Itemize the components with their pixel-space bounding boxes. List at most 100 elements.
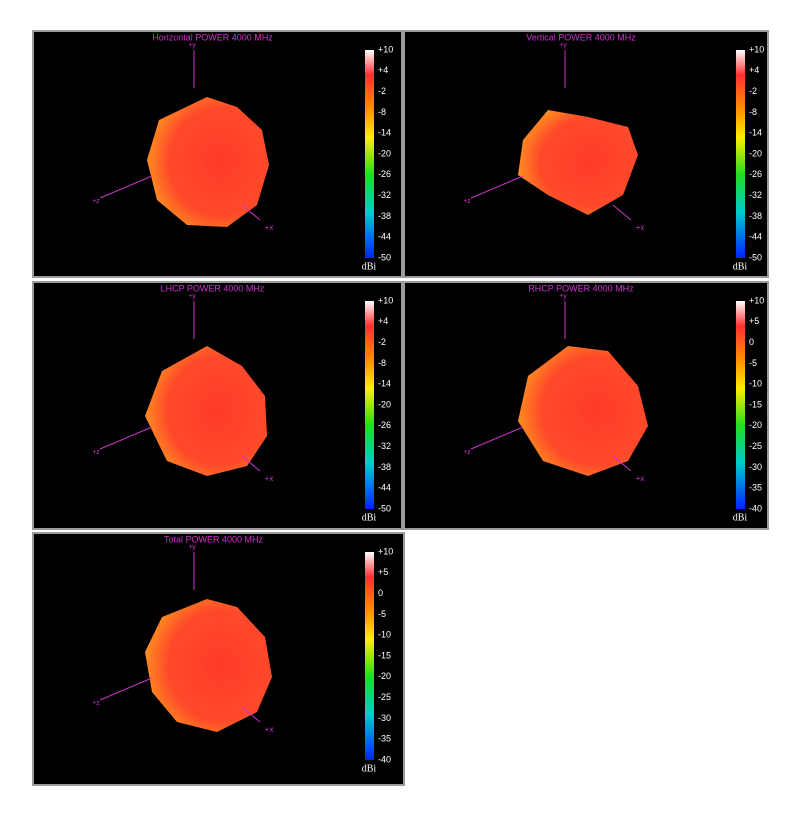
- colorbar-tick-label: +10: [749, 44, 764, 54]
- axis-z: [470, 426, 524, 450]
- colorbar-tick-label: -44: [378, 232, 391, 242]
- axis-label-x: +x: [265, 725, 274, 734]
- colorbar: [365, 301, 374, 509]
- pattern-surface: [518, 346, 648, 476]
- colorbar-tick-label: -10: [378, 630, 391, 640]
- panel-title: Total POWER 4000 MHz: [164, 534, 264, 544]
- axis-z: [470, 175, 524, 199]
- colorbar-tick-label: 0: [749, 337, 754, 347]
- colorbar-tick-label: +10: [378, 546, 393, 556]
- colorbar-tick-label: -32: [749, 190, 762, 200]
- colorbar-tick-label: -30: [378, 713, 391, 723]
- axis-x: [241, 706, 261, 723]
- colorbar-tick-label: +10: [749, 295, 764, 305]
- colorbar-tick-label: -44: [749, 232, 762, 242]
- colorbar-unit: dBi: [362, 261, 377, 272]
- colorbar: [736, 50, 745, 258]
- axis-label-y: +y: [188, 293, 196, 300]
- panel-title: Horizontal POWER 4000 MHz: [152, 32, 273, 42]
- pattern-surface: [145, 346, 267, 476]
- panel: LHCP POWER 4000 MHz+y +z +x +10 +4 -2 -8 -14 -20…: [32, 281, 403, 530]
- axis-z: [99, 677, 153, 701]
- axis-label-x: +x: [265, 474, 274, 483]
- colorbar-tick-label: +4: [378, 65, 388, 75]
- colorbar-tick-label: +5: [749, 316, 759, 326]
- axis-label-y: +y: [188, 544, 196, 551]
- panel: Total POWER 4000 MHz+y +z +x +10 +5 0 -5 -10 -15…: [32, 532, 405, 786]
- colorbar-tick-label: -26: [749, 169, 762, 179]
- axis-label-z: +z: [92, 198, 100, 205]
- pattern-surface: [145, 599, 272, 732]
- pattern-surface: [518, 110, 638, 215]
- colorbar-tick-label: -8: [378, 107, 386, 117]
- colorbar-tick-label: 0: [378, 588, 383, 598]
- axis-z: [99, 175, 153, 199]
- colorbar-tick-label: +5: [378, 567, 388, 577]
- axis-x: [241, 204, 261, 221]
- colorbar-tick-label: -5: [378, 609, 386, 619]
- colorbar-tick-label: -2: [749, 86, 757, 96]
- colorbar-tick-label: -26: [378, 420, 391, 430]
- axis-x: [241, 455, 261, 472]
- colorbar-tick-label: -20: [378, 399, 391, 409]
- panel-title: RHCP POWER 4000 MHz: [528, 283, 634, 293]
- colorbar-tick-label: -40: [749, 503, 762, 513]
- colorbar-tick-label: -50: [378, 252, 391, 262]
- colorbar-tick-label: -8: [378, 358, 386, 368]
- colorbar-tick-label: -5: [749, 358, 757, 368]
- colorbar-tick-label: -20: [749, 148, 762, 158]
- colorbar-tick-label: +4: [749, 65, 759, 75]
- colorbar-tick-label: -50: [378, 503, 391, 513]
- colorbar: [365, 552, 374, 760]
- axis-x: [612, 204, 632, 221]
- colorbar-tick-label: -38: [749, 211, 762, 221]
- colorbar-tick-label: -20: [378, 148, 391, 158]
- colorbar: [365, 50, 374, 258]
- colorbar-tick-label: -26: [378, 169, 391, 179]
- colorbar-tick-label: -2: [378, 337, 386, 347]
- colorbar-tick-label: -10: [749, 379, 762, 389]
- axis-label-x: +x: [265, 223, 274, 232]
- colorbar-tick-label: -40: [378, 754, 391, 764]
- colorbar-tick-label: -15: [749, 399, 762, 409]
- colorbar-tick-label: -14: [378, 128, 391, 138]
- colorbar-tick-label: -14: [749, 128, 762, 138]
- colorbar-tick-label: +4: [378, 316, 388, 326]
- colorbar-tick-label: -35: [749, 483, 762, 493]
- colorbar-unit: dBi: [733, 261, 748, 272]
- axis-label-y: +y: [559, 293, 567, 300]
- colorbar-tick-label: -30: [749, 462, 762, 472]
- axis-label-x: +x: [636, 223, 645, 232]
- axis-label-x: +x: [636, 474, 645, 483]
- colorbar-tick-label: -2: [378, 86, 386, 96]
- axis-label-z: +z: [463, 198, 471, 205]
- panel-frame: [403, 30, 769, 278]
- panel: Horizontal POWER 4000 MHz+y +z +x +10 +4 -2 -8…: [32, 30, 403, 278]
- colorbar-unit: dBi: [362, 512, 377, 523]
- axis-z: [99, 426, 153, 450]
- pattern-surface: [147, 97, 269, 227]
- panel-title: LHCP POWER 4000 MHz: [161, 283, 265, 293]
- axis-label-z: +z: [92, 700, 100, 707]
- colorbar: [736, 301, 745, 509]
- colorbar-tick-label: -14: [378, 379, 391, 389]
- colorbar-tick-label: -35: [378, 734, 391, 744]
- colorbar-tick-label: +10: [378, 44, 393, 54]
- axis-label-y: +y: [559, 42, 567, 49]
- axis-label-y: +y: [188, 42, 196, 49]
- colorbar-tick-label: -32: [378, 441, 391, 451]
- colorbar-tick-label: -25: [378, 692, 391, 702]
- colorbar-unit: dBi: [733, 512, 748, 523]
- colorbar-tick-label: -38: [378, 211, 391, 221]
- colorbar-tick-label: +10: [378, 295, 393, 305]
- colorbar-tick-label: -44: [378, 483, 391, 493]
- colorbar-tick-label: -50: [749, 252, 762, 262]
- axis-x: [612, 455, 632, 472]
- panel: Vertical POWER 4000 MHz+y +z +x +10 +4 -2 -8 -1…: [403, 30, 769, 278]
- colorbar-tick-label: -20: [378, 671, 391, 681]
- axis-label-z: +z: [92, 449, 100, 456]
- colorbar-tick-label: -25: [749, 441, 762, 451]
- colorbar-tick-label: -38: [378, 462, 391, 472]
- colorbar-tick-label: -15: [378, 650, 391, 660]
